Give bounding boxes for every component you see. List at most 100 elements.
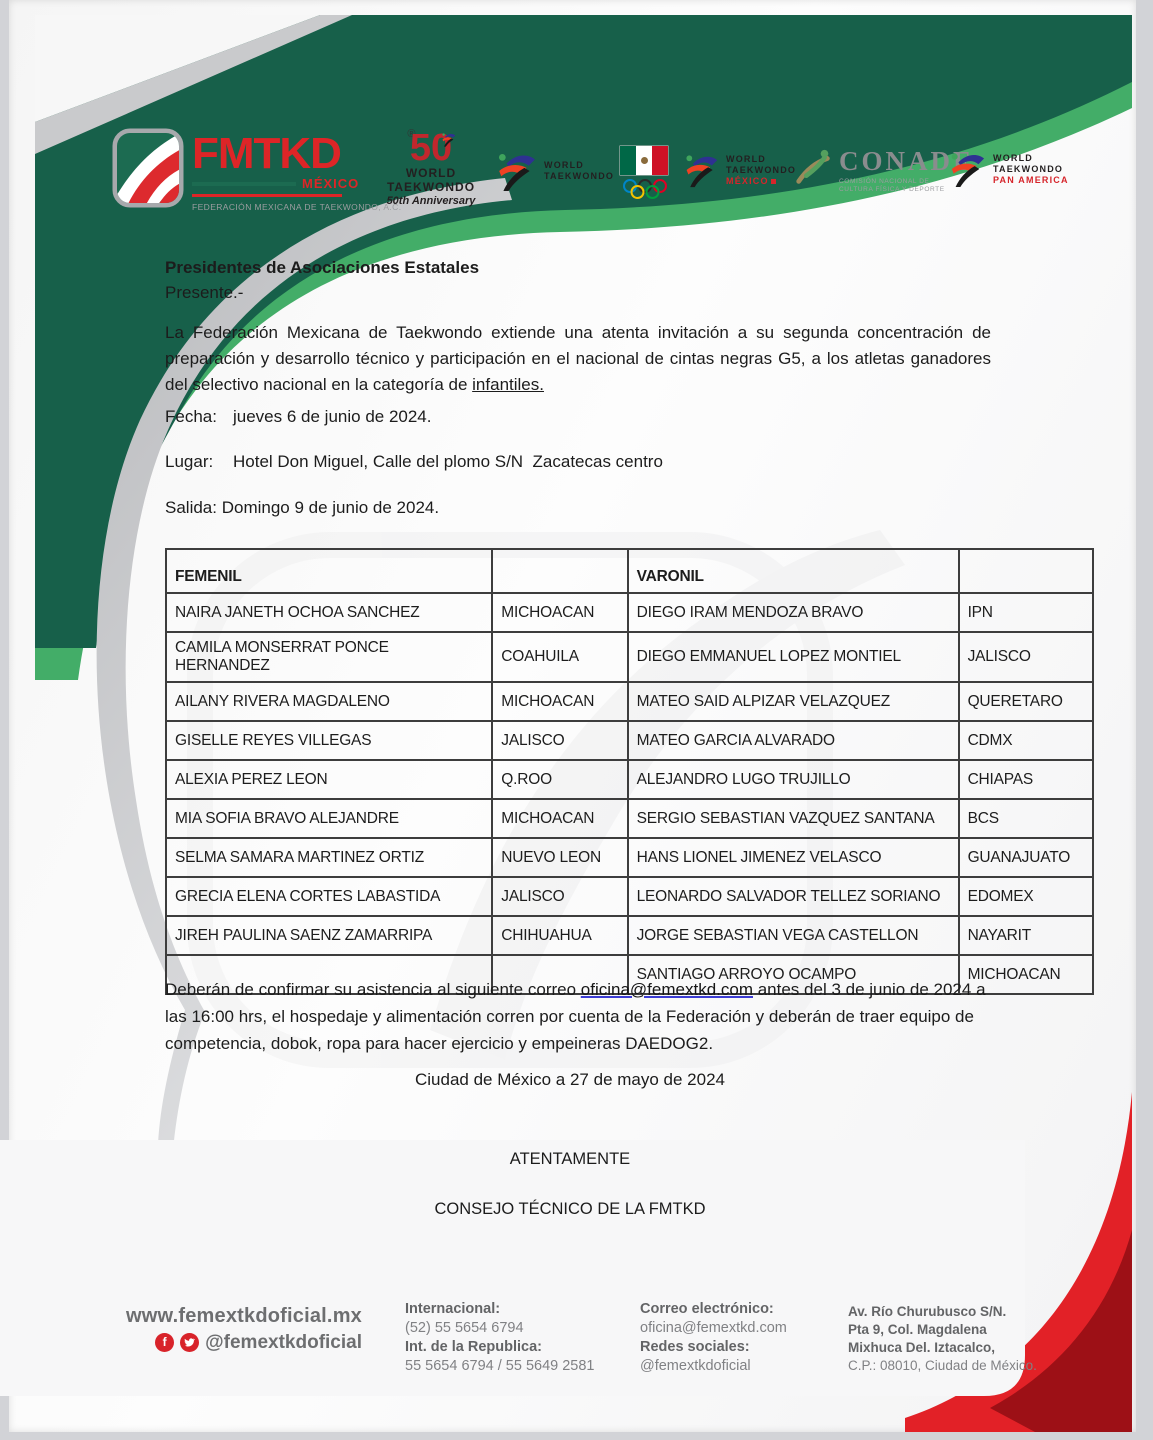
footer-divider	[838, 1298, 841, 1392]
recipient-line: Presidentes de Asociaciones Estatales	[165, 258, 480, 277]
athlete-name-cell: ALEJANDRO LUGO TRUJILLO	[626, 759, 960, 800]
table-row: JIREH PAULINA SAENZ ZAMARRIPA CHIHUAHUA JO…	[164, 915, 1095, 956]
table-row: SELMA SAMARA MARTINEZ ORTIZ NUEVO LEON HAN…	[164, 837, 1095, 878]
taekwondo-kick-icon	[442, 133, 456, 147]
red-bar	[192, 194, 342, 197]
athlete-state-cell: QUERETARO	[957, 681, 1095, 722]
athlete-name-cell: HANS LIONEL JIMENEZ VELASCO	[626, 837, 960, 878]
confirmation-paragraph: Deberán de confirmar su asistencia al si…	[165, 980, 986, 1053]
wt-50th-anniversary-logo: 50 WORLD TAEKWONDO 50th Anniversary	[385, 129, 477, 208]
athlete-name-cell: ALEXIA PEREZ LEON	[164, 759, 494, 800]
athlete-state-cell: NUEVO LEON	[491, 837, 629, 878]
anniv-taekwondo: TAEKWONDO	[386, 180, 476, 194]
athlete-name-cell: LEONARDO SALVADOR TELLEZ SORIANO	[626, 876, 960, 917]
table-row: NAIRA JANETH OCHOA SANCHEZ MICHOACAN DIEGO…	[164, 592, 1095, 633]
fmtkd-bars: MÉXICO	[192, 176, 401, 191]
athlete-state-cell: EDOMEX	[957, 876, 1095, 917]
athlete-state-cell: CHIHUAHUA	[491, 915, 629, 956]
intro-underlined: infantiles.	[472, 375, 544, 394]
table-row: GISELLE REYES VILLEGAS JALISCO MATEO GARCI…	[164, 720, 1095, 761]
world-taekwondo-mexico-logo: WORLD TAEKWONDO MÉXICO	[683, 152, 796, 188]
athlete-state-cell: MICHOACAN	[491, 798, 629, 839]
dateline: Ciudad de México a 27 de mayo de 2024	[415, 1070, 725, 1089]
taekwondo-kick-icon	[498, 153, 535, 191]
fmtkd-country: MÉXICO	[302, 176, 360, 191]
athlete-name-cell: NAIRA JANETH OCHOA SANCHEZ	[164, 592, 494, 633]
wt-label: WORLD TAEKWONDO	[544, 160, 615, 181]
world-taekwondo-panamerica-logo: WORLD TAEKWONDO PAN AMERICA	[948, 150, 1069, 188]
athlete-name-cell: DIEGO IRAM MENDOZA BRAVO	[626, 592, 960, 633]
athletes-table: FEMENIL VARONIL NAIRA JANETH OCHOA SANCH…	[164, 548, 1095, 995]
fmtkd-logo: FMTKD ® MÉXICO FEDERACIÓN MEXICANA DE TAE…	[112, 128, 415, 212]
athlete-name-cell: AILANY RIVERA MAGDALENO	[164, 681, 494, 722]
anniv-subtitle: 50th Anniversary	[386, 195, 476, 207]
fmtkd-subtitle: FEDERACIÓN MEXICANA DE TAEKWONDO, A.C.	[192, 202, 402, 212]
website-url: www.femextkdoficial.mx	[126, 1305, 362, 1327]
conade-runner-icon	[796, 149, 830, 184]
athlete-name-cell: SERGIO SEBASTIAN VAZQUEZ SANTANA	[626, 798, 960, 839]
fifty-numeral: 50	[410, 129, 456, 167]
social-handle: @femextkdoficial	[205, 1332, 362, 1353]
intro-paragraph: La Federación Mexicana de Taekwondo exti…	[165, 320, 991, 398]
table-row: MIA SOFIA BRAVO ALEJANDRE MICHOACAN SERGIO…	[164, 798, 1095, 839]
header-logos: FMTKD ® MÉXICO FEDERACIÓN MEXICANA DE TAE…	[0, 0, 1153, 230]
footer-phones-block: Internacional: (52) 55 5654 6794 Int. de…	[405, 1301, 595, 1374]
athlete-name-cell: DIEGO EMMANUEL LOPEZ MONTIEL	[626, 631, 960, 683]
field-salida: Salida: Domingo 9 de junio de 2024.	[165, 498, 440, 517]
footer-contact-block: Correo electrónico: oficina@femextkd.com…	[640, 1301, 787, 1374]
athlete-state-cell: MICHOACAN	[491, 681, 629, 722]
fmtkd-wordmark: FMTKD ® MÉXICO FEDERACIÓN MEXICANA DE TAE…	[192, 128, 415, 212]
athlete-state-cell: NAYARIT	[957, 915, 1095, 956]
closing-line: ATENTAMENTE	[509, 1150, 631, 1168]
athlete-state-cell: BCS	[957, 798, 1095, 839]
mexican-flag-icon	[620, 146, 668, 175]
athlete-state-cell: JALISCO	[957, 631, 1095, 683]
footer-divider	[620, 1298, 623, 1392]
footer-divider	[378, 1298, 381, 1392]
col-varonil: VARONIL	[626, 548, 960, 594]
facebook-icon: f	[155, 1333, 175, 1352]
conade-logo: CONADE COMISIÓN NACIONAL DE CULTURA FÍSIC…	[793, 146, 974, 194]
athlete-state-cell: MICHOACAN	[491, 592, 629, 633]
footer-address-block: Av. Río Churubusco S/N. Pta 9, Col. Magd…	[848, 1304, 1037, 1373]
world-taekwondo-logo: WORLD TAEKWONDO	[495, 150, 614, 192]
field-lugar: Lugar: Hotel Don Miguel, Calle del plomo …	[165, 452, 663, 471]
salutation-line: Presente.-	[165, 283, 244, 302]
col-femenil-state	[491, 548, 629, 594]
signer-line: CONSEJO TÉCNICO DE LA FMTKD	[434, 1200, 706, 1218]
athlete-name-cell: JORGE SEBASTIAN VEGA CASTELLON	[626, 915, 960, 956]
athlete-state-cell	[491, 954, 629, 995]
table-header-row: FEMENIL VARONIL	[164, 548, 1095, 594]
col-varonil-state	[957, 548, 1095, 594]
athlete-name-cell: MATEO SAID ALPIZAR VELAZQUEZ	[626, 681, 960, 722]
athlete-state-cell: CDMX	[957, 720, 1095, 761]
athlete-name-cell: GISELLE REYES VILLEGAS	[164, 720, 494, 761]
fmtkd-name: FMTKD	[192, 129, 342, 178]
athlete-state-cell: JALISCO	[491, 720, 629, 761]
flag-mark-red	[770, 178, 776, 184]
flag-mark-green	[777, 178, 783, 184]
intro-text: La Federación Mexicana de Taekwondo exti…	[165, 323, 991, 394]
athlete-state-cell: CHIAPAS	[957, 759, 1095, 800]
athlete-name-cell: MIA SOFIA BRAVO ALEJANDRE	[164, 798, 494, 839]
wt-panam-label: WORLD TAEKWONDO PAN AMERICA	[993, 152, 1069, 185]
taekwondo-kick-icon	[686, 155, 718, 188]
table-row: GRECIA ELENA CORTES LABASTIDA JALISCO LEON…	[164, 876, 1095, 917]
table-row: CAMILA MONSERRAT PONCE HERNANDEZ COAHUILA…	[164, 631, 1095, 683]
athlete-state-cell: IPN	[957, 592, 1095, 633]
athlete-name-cell: SANTIAGO ARROYO OCAMPO	[626, 954, 960, 995]
table-row: AILANY RIVERA MAGDALENO MICHOACAN MATEO SA…	[164, 681, 1095, 722]
wt-mexico-label: WORLD TAEKWONDO MÉXICO	[726, 153, 797, 186]
green-bar	[192, 181, 296, 186]
field-fecha: Fecha: jueves 6 de junio de 2024.	[165, 407, 432, 426]
col-femenil: FEMENIL	[164, 548, 494, 594]
athlete-state-cell: COAHUILA	[491, 631, 629, 683]
fmtkd-emblem-icon	[112, 128, 184, 208]
email-link[interactable]: oficina@femextkd.com	[580, 980, 753, 999]
athlete-name-cell: SELMA SAMARA MARTINEZ ORTIZ	[164, 837, 494, 878]
athlete-name-cell: GRECIA ELENA CORTES LABASTIDA	[164, 876, 494, 917]
athlete-name-cell: MATEO GARCIA ALVARADO	[626, 720, 960, 761]
athlete-state-cell: MICHOACAN	[957, 954, 1095, 995]
table-row: ALEXIA PEREZ LEON Q.ROO ALEJANDRO LUGO TRU…	[164, 759, 1095, 800]
